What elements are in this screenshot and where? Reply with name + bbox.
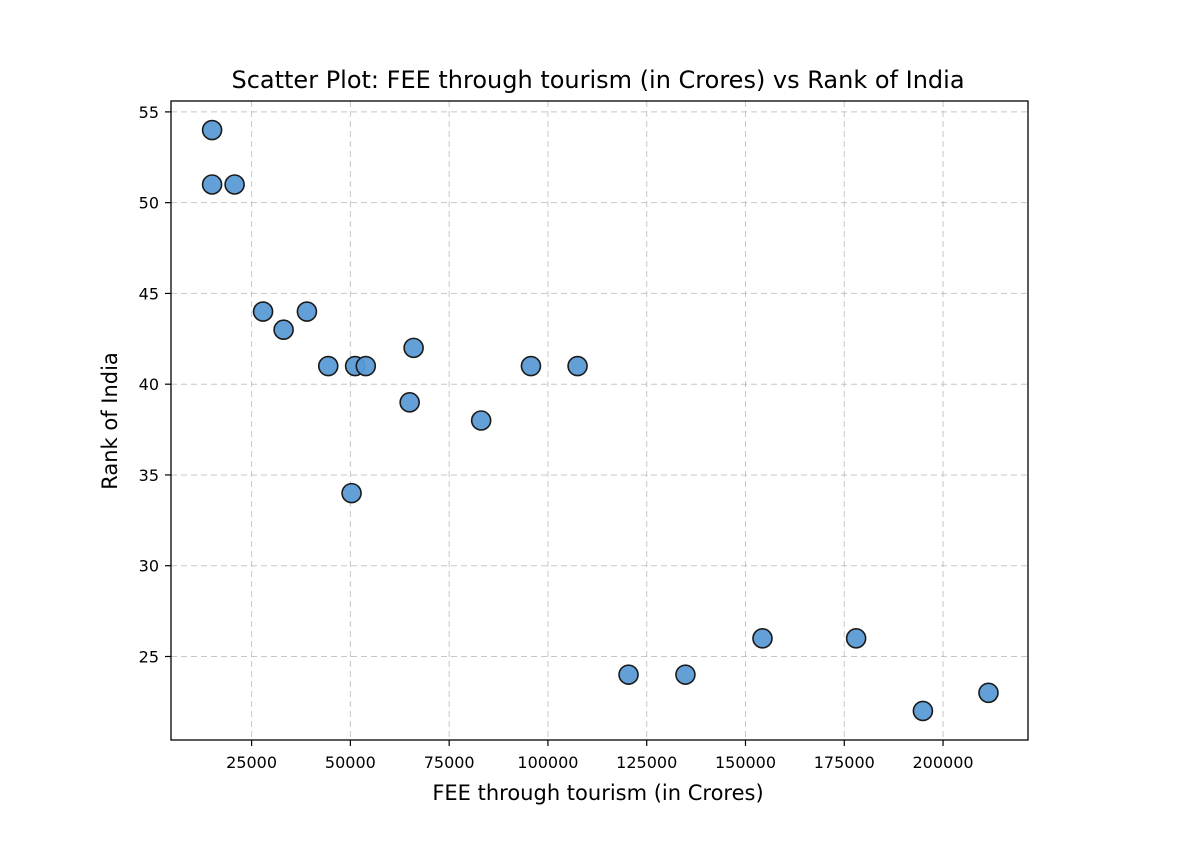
x-tick-label: 75000 xyxy=(424,753,475,772)
y-axis-label: Rank of India xyxy=(98,352,122,490)
chart-title: Scatter Plot: FEE through tourism (in Cr… xyxy=(231,66,964,94)
scatter-point xyxy=(845,628,867,649)
scatter-point xyxy=(201,119,223,141)
ticks-layer: 25000 50000 75000 100000 125000 150000 175000 2… xyxy=(139,103,974,772)
x-tick-label: 150000 xyxy=(715,753,776,772)
y-tick-label: 50 xyxy=(139,194,159,213)
scatter-point xyxy=(201,174,223,195)
scatter-point xyxy=(224,174,245,195)
scatter-point xyxy=(978,682,999,704)
scatter-point xyxy=(567,355,588,377)
scatter-point xyxy=(252,301,274,322)
scatter-point xyxy=(403,337,424,359)
x-tick-label: 100000 xyxy=(517,753,578,772)
scatter-point xyxy=(752,628,773,649)
y-tick-label: 40 xyxy=(139,375,159,394)
scatter-point xyxy=(341,482,362,504)
y-tick-label: 55 xyxy=(139,103,159,122)
scatter-point xyxy=(399,392,420,413)
scatter-point xyxy=(273,319,294,341)
x-axis-label: FEE through tourism (in Crores) xyxy=(432,781,763,805)
x-tick-label: 175000 xyxy=(814,753,875,772)
x-tick-label: 25000 xyxy=(226,753,277,772)
scatter-point xyxy=(675,664,696,685)
scatter-point xyxy=(317,355,339,377)
scatter-point xyxy=(912,700,934,722)
y-tick-label: 30 xyxy=(139,557,159,576)
scatter-point xyxy=(296,301,318,322)
x-tick-label: 200000 xyxy=(913,753,974,772)
points-layer xyxy=(201,119,999,722)
y-tick-label: 45 xyxy=(139,284,159,303)
scatter-point xyxy=(355,355,377,377)
scatter-point xyxy=(470,410,492,431)
plot-area-frame xyxy=(170,100,1029,741)
y-tick-label: 25 xyxy=(139,647,159,666)
x-tick-label: 50000 xyxy=(325,753,376,772)
x-tick-label: 125000 xyxy=(616,753,677,772)
grid-layer xyxy=(171,101,1028,740)
y-tick-label: 35 xyxy=(139,466,159,485)
scatter-point xyxy=(520,355,542,377)
scatter-point xyxy=(618,664,639,685)
